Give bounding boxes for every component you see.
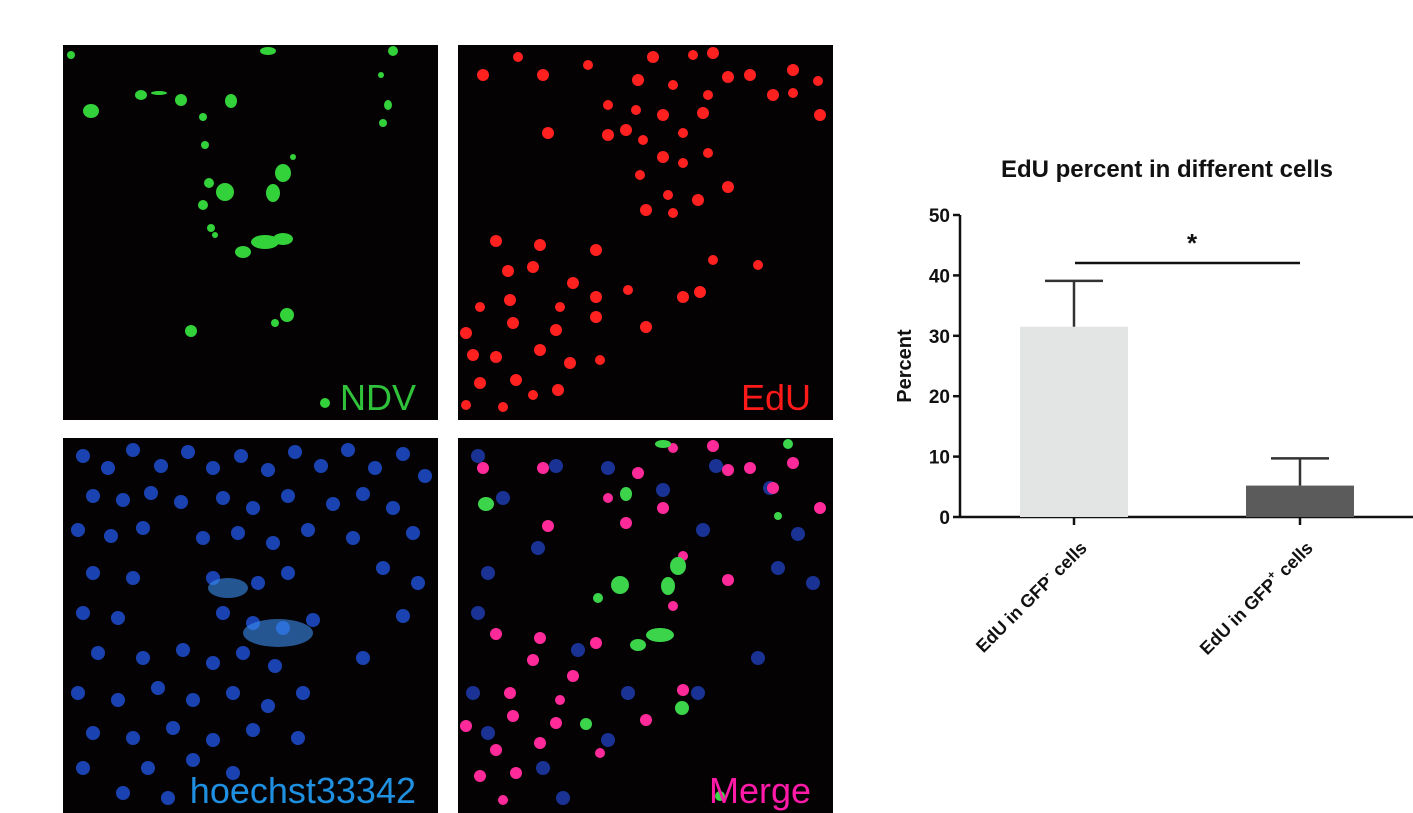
- y-tick-label: 0: [939, 508, 950, 529]
- x-tick-label-tail: cells: [1045, 538, 1091, 584]
- significance-annotation: *: [1075, 228, 1300, 265]
- merge-label: Merge: [708, 770, 811, 811]
- y-tick-label: 30: [929, 327, 950, 348]
- bar: [1246, 485, 1354, 517]
- chart-bars: [1020, 279, 1354, 517]
- y-tick-label: 50: [929, 206, 950, 227]
- edu-image: [460, 47, 826, 412]
- bar: [1020, 326, 1128, 517]
- hoechst-image: [71, 443, 432, 805]
- x-tick-label: EdU in GFP+ cells: [1194, 536, 1317, 659]
- ndv-image-panel: NDV: [63, 45, 438, 420]
- chart-axes: 0 10 20 30 40 50: [929, 206, 1413, 529]
- edu-bar-chart: EdU percent in different cells Percent 0…: [894, 156, 1413, 659]
- x-tick-labels: EdU in GFP- cells EdU in GFP+ cells: [970, 536, 1317, 659]
- chart-title: EdU percent in different cells: [1001, 156, 1333, 183]
- merge-image-panel: Merge: [458, 438, 833, 813]
- significance-star: *: [1187, 228, 1198, 258]
- y-tick-label: 40: [929, 266, 950, 287]
- x-tick-label-base: EdU in GFP: [972, 572, 1056, 656]
- edu-image-panel: EdU: [458, 45, 833, 420]
- ndv-label: NDV: [339, 377, 416, 418]
- x-tick-label-tail: cells: [1271, 538, 1317, 584]
- y-tick-label: 10: [929, 448, 950, 469]
- y-tick-label: 20: [929, 387, 950, 408]
- hoechst-image-panel: hoechst33342: [63, 438, 438, 813]
- edu-label: EdU: [740, 377, 811, 418]
- hoechst-label: hoechst33342: [189, 770, 416, 811]
- x-tick-label-base: EdU in GFP: [1196, 575, 1280, 659]
- y-axis-label: Percent: [894, 329, 916, 403]
- x-tick-label: EdU in GFP- cells: [970, 536, 1091, 657]
- merge-image: [460, 439, 826, 805]
- ndv-image: [67, 46, 398, 408]
